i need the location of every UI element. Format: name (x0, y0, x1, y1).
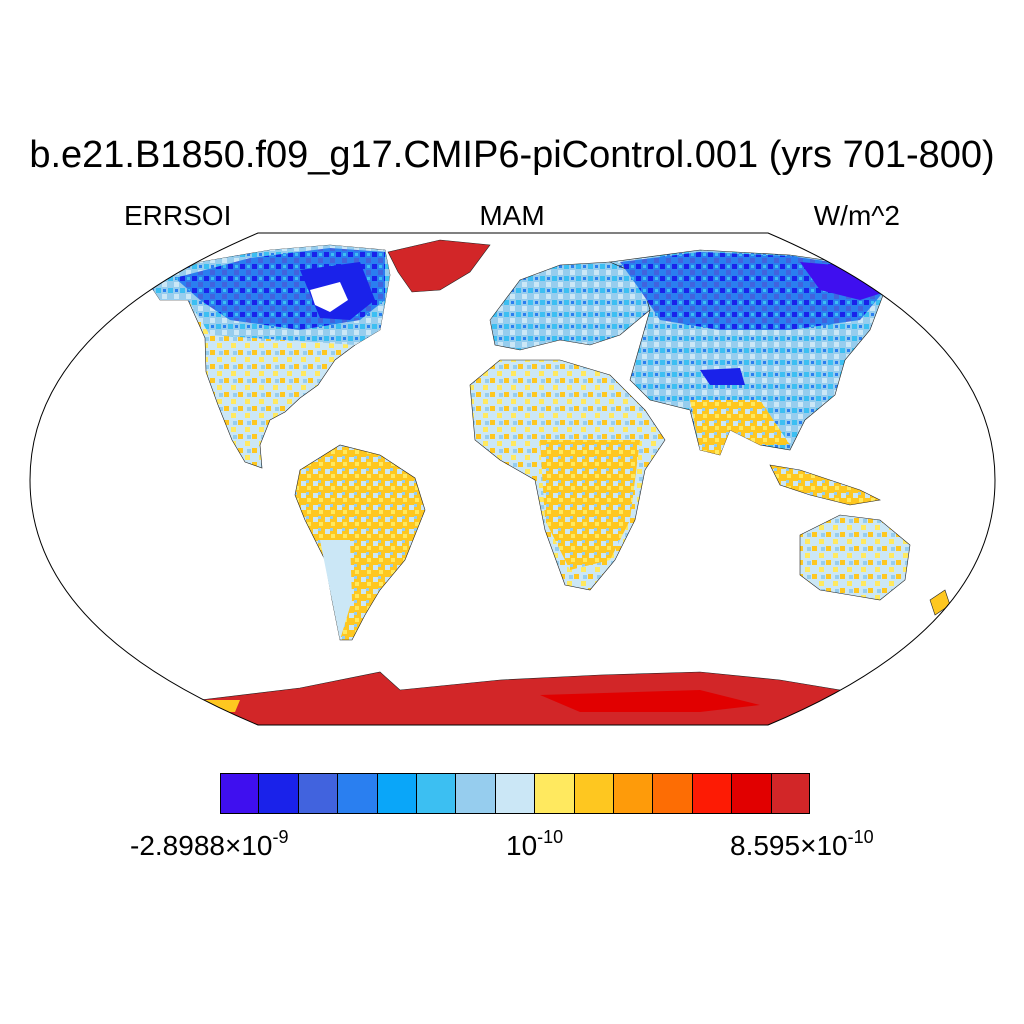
colorbar-swatch-12 (692, 773, 733, 814)
colorbar-swatch-6 (456, 773, 496, 814)
colorbar-swatch-2 (298, 773, 339, 814)
colorbar-swatch-10 (614, 773, 654, 814)
southeast-asia (769, 464, 881, 506)
colorbar-swatch-4 (377, 773, 418, 814)
colorbar-swatch-3 (338, 773, 378, 814)
colorbar-swatch-11 (653, 773, 693, 814)
colorbar-swatch-0 (220, 773, 260, 814)
colorbar-max-label: 8.595×10-10 (730, 827, 874, 861)
colorbar-swatch-9 (574, 773, 615, 814)
plot-title: b.e21.B1850.f09_g17.CMIP6-piControl.001 … (29, 134, 995, 176)
variable-label: ERRSOI (124, 200, 232, 231)
greenland (387, 239, 491, 293)
colorbar-swatch-5 (417, 773, 457, 814)
colorbar-swatch-7 (495, 773, 536, 814)
australia (799, 514, 911, 601)
antarctica (169, 671, 851, 725)
europe (489, 261, 651, 351)
season-label: MAM (479, 200, 545, 231)
south-america (294, 444, 426, 641)
colorbar-swatch-13 (732, 773, 772, 814)
units-label: W/m^2 (813, 200, 900, 231)
colorbar (220, 773, 811, 814)
colorbar-min-label: -2.8988×10-9 (130, 827, 289, 861)
colorbar-swatch-14 (771, 773, 811, 814)
globe-outline (29, 232, 996, 726)
colorbar-mid-label: 10-10 (506, 827, 564, 861)
colorbar-swatch-8 (535, 773, 575, 814)
new-zealand (929, 589, 951, 616)
colorbar-swatch-1 (259, 773, 299, 814)
